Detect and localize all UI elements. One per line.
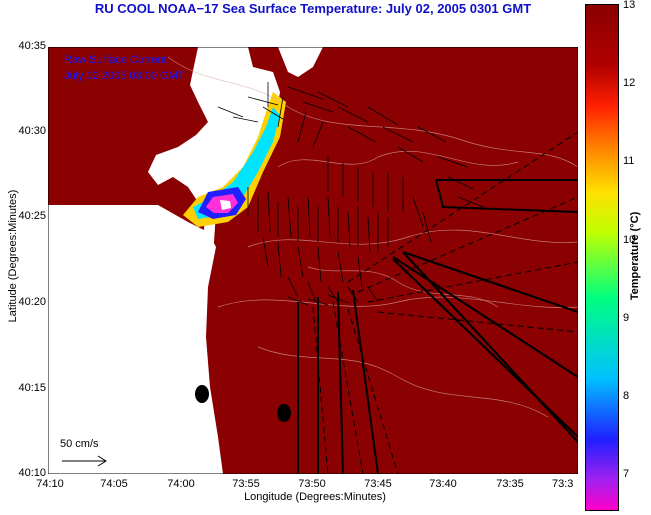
scale-label: 50 cm/s — [60, 438, 99, 450]
x-tick-label: 74:10 — [36, 478, 64, 490]
colorbar-tick: 9 — [623, 312, 630, 324]
shipping-lanes — [297, 131, 578, 474]
scale-arrow — [62, 455, 107, 467]
colorbar-tick: 12 — [623, 77, 636, 89]
surface-current-vectors — [217, 82, 484, 306]
plume-white-core — [220, 200, 231, 210]
x-axis-label: Longitude (Degrees:Minutes) — [244, 491, 386, 503]
y-tick-label: 40:30 — [18, 125, 46, 137]
sst-map — [48, 47, 578, 474]
y-tick-label: 40:25 — [18, 210, 46, 222]
land-long-island — [278, 47, 323, 77]
legend-line-1: Raw Surface Current — [64, 54, 167, 66]
map-title: RU COOL NOAA−17 Sea Surface Temperature:… — [94, 1, 532, 16]
y-tick-label: 40:15 — [18, 382, 46, 394]
y-tick-label: 40:10 — [18, 467, 46, 479]
sst-contours — [167, 56, 578, 418]
y-tick-label: 40:20 — [18, 296, 46, 308]
legend-line-2: July 02 2005 03:00 GMT — [64, 70, 185, 82]
x-tick-label: 73:50 — [298, 478, 326, 490]
x-tick-label: 73:55 — [232, 478, 260, 490]
colorbar-tick: 13 — [623, 0, 636, 11]
colorbar-label: Temperature (°C) — [629, 211, 641, 301]
colorbar-tick: 11 — [623, 155, 635, 167]
x-tick-label: 73:35 — [496, 478, 524, 490]
x-tick-label: 74:00 — [167, 478, 195, 490]
x-tick-label: 73:45 — [364, 478, 392, 490]
buoy-marker — [195, 385, 209, 403]
x-tick-label: 74:05 — [100, 478, 128, 490]
x-tick-label: 73:3 — [552, 478, 574, 490]
colorbar-tick: 7 — [623, 468, 630, 480]
y-axis-label: Latitude (Degrees:Minutes) — [7, 189, 19, 323]
temperature-colorbar — [585, 4, 619, 511]
x-tick-label: 73:40 — [429, 478, 457, 490]
colorbar-tick: 8 — [623, 390, 630, 402]
y-tick-label: 40:35 — [18, 40, 46, 52]
buoy-marker — [277, 404, 291, 422]
land-new-jersey — [48, 205, 223, 474]
colorbar-tick: 10 — [623, 234, 636, 246]
